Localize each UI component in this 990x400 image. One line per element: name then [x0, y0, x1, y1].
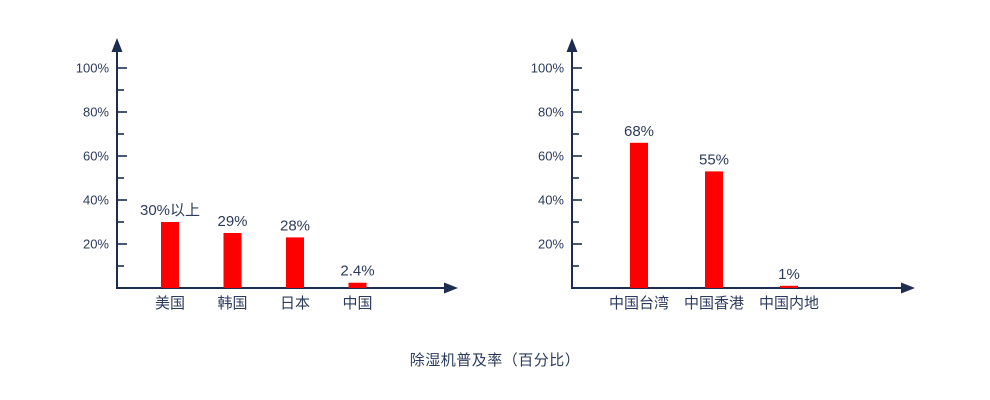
bar	[705, 171, 723, 288]
bar	[223, 233, 242, 288]
y-axis-tick-label: 80%	[538, 105, 564, 120]
x-category-label: 中国内地	[759, 295, 819, 312]
bar-value-label: 29%	[217, 213, 247, 230]
y-axis-arrowhead-icon	[111, 38, 123, 52]
x-category-label: 中国	[342, 295, 372, 312]
figure-caption: 除湿机普及率（百分比）	[409, 352, 581, 369]
bar-value-label: 55%	[699, 151, 729, 168]
x-category-label: 中国台湾	[609, 295, 669, 312]
y-axis-tick-label: 40%	[83, 193, 109, 208]
bar-value-label: 30%以上	[140, 202, 200, 219]
x-axis-arrowhead-icon	[444, 282, 458, 294]
x-axis-arrowhead-icon	[901, 282, 915, 294]
chart-right: 20% 40% 60% 80% 100% 68% 中国台湾 55% 中国香港 1% 中国内地	[531, 38, 915, 312]
bar	[630, 142, 648, 288]
bar-value-label: 28%	[280, 217, 310, 234]
y-axis-tick-label: 80%	[83, 105, 109, 120]
x-category-label: 日本	[280, 295, 310, 312]
x-category-label: 韩国	[217, 295, 247, 312]
y-axis-tick-label: 40%	[538, 193, 564, 208]
y-axis-tick-label: 100%	[531, 61, 565, 76]
y-axis-tick-label: 20%	[538, 237, 564, 252]
y-axis-tick-label: 20%	[83, 237, 109, 252]
bar	[348, 282, 367, 288]
y-axis-tick-label: 100%	[76, 61, 110, 76]
bar-value-label: 2.4%	[340, 263, 374, 280]
y-axis-tick-label: 60%	[83, 149, 109, 164]
bar	[161, 222, 179, 288]
bar	[286, 237, 304, 288]
x-category-label: 美国	[155, 295, 185, 312]
y-axis-tick-label: 60%	[538, 149, 564, 164]
y-axis-arrowhead-icon	[566, 38, 578, 52]
bar	[780, 285, 798, 288]
bar-value-label: 68%	[624, 123, 654, 140]
x-category-label: 中国香港	[684, 295, 744, 312]
bar-value-label: 1%	[778, 266, 800, 283]
